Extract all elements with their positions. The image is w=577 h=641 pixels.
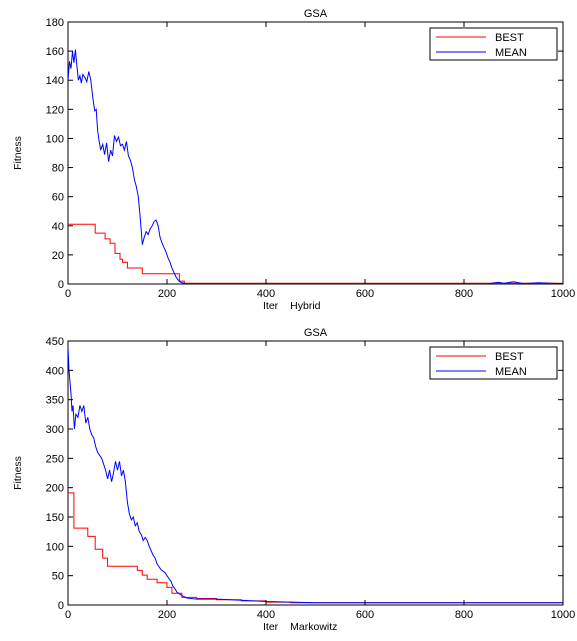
y-tick-label: 150 xyxy=(46,512,64,524)
plot-area xyxy=(67,21,564,285)
x-tick-label: 400 xyxy=(257,609,275,621)
legend-label-mean: MEAN xyxy=(495,47,527,59)
x-axis-label-method: Hybrid xyxy=(290,300,321,312)
x-axis-label-method: Markowitz xyxy=(290,621,337,633)
y-tick-label: 20 xyxy=(52,250,64,262)
series-mean-line xyxy=(68,346,563,604)
y-tick-label: 60 xyxy=(52,192,64,204)
y-tick-label: 300 xyxy=(46,424,64,436)
y-tick-label: 200 xyxy=(46,483,64,495)
plot-area xyxy=(67,340,564,606)
x-tick-label: 200 xyxy=(158,288,176,300)
x-tick-label: 600 xyxy=(356,288,374,300)
y-tick-label: 80 xyxy=(52,163,64,175)
x-tick-label: 400 xyxy=(257,288,275,300)
legend-label-best: BEST xyxy=(495,351,524,363)
y-axis-label: Fitness xyxy=(12,456,24,490)
legend: BEST MEAN xyxy=(429,27,558,61)
y-tick-label: 450 xyxy=(46,336,64,348)
x-tick-label: 1000 xyxy=(551,609,575,621)
y-tick-label: 350 xyxy=(46,395,64,407)
chart-1: 0 200 400 600 800 1000 0 20 40 60 80 100 120 140 160 18… xyxy=(12,8,575,312)
series-best-line xyxy=(68,223,563,284)
legend-box xyxy=(429,27,558,61)
legend: BEST MEAN xyxy=(429,346,558,380)
legend-label-mean: MEAN xyxy=(495,366,527,378)
series-mean-line xyxy=(68,49,563,284)
y-tick-label: 100 xyxy=(46,541,64,553)
y-axis-label: Fitness xyxy=(12,136,24,170)
x-axis-label-iter: Iter xyxy=(263,300,279,312)
x-tick-label: 800 xyxy=(455,609,473,621)
legend-label-best: BEST xyxy=(495,32,524,44)
legend-box xyxy=(429,346,558,380)
chart-2: 0 200 400 600 800 1000 0 50 100 150 200 250 300 350 40… xyxy=(12,327,575,633)
y-tick-label: 120 xyxy=(46,104,64,116)
x-tick-label: 200 xyxy=(158,609,176,621)
x-axis-label: Iter Markowitz xyxy=(263,621,337,633)
x-axis-label: Iter Hybrid xyxy=(263,300,321,312)
x-tick-label: 0 xyxy=(65,288,71,300)
y-tick-label: 400 xyxy=(46,365,64,377)
y-tick-label: 40 xyxy=(52,221,64,233)
chart-title: GSA xyxy=(304,327,328,339)
y-tick-label: 50 xyxy=(52,571,64,583)
x-axis-label-iter: Iter xyxy=(263,621,279,633)
x-tick-label: 0 xyxy=(65,609,71,621)
x-tick-label: 800 xyxy=(455,288,473,300)
y-tick-label: 250 xyxy=(46,453,64,465)
y-tick-label: 180 xyxy=(46,17,64,29)
y-tick-label: 140 xyxy=(46,75,64,87)
chart-title: GSA xyxy=(304,8,328,20)
x-tick-label: 1000 xyxy=(551,288,575,300)
y-tick-label: 160 xyxy=(46,46,64,58)
x-tick-label: 600 xyxy=(356,609,374,621)
y-tick-label: 0 xyxy=(58,600,64,612)
y-tick-label: 0 xyxy=(58,279,64,291)
y-tick-label: 100 xyxy=(46,133,64,145)
